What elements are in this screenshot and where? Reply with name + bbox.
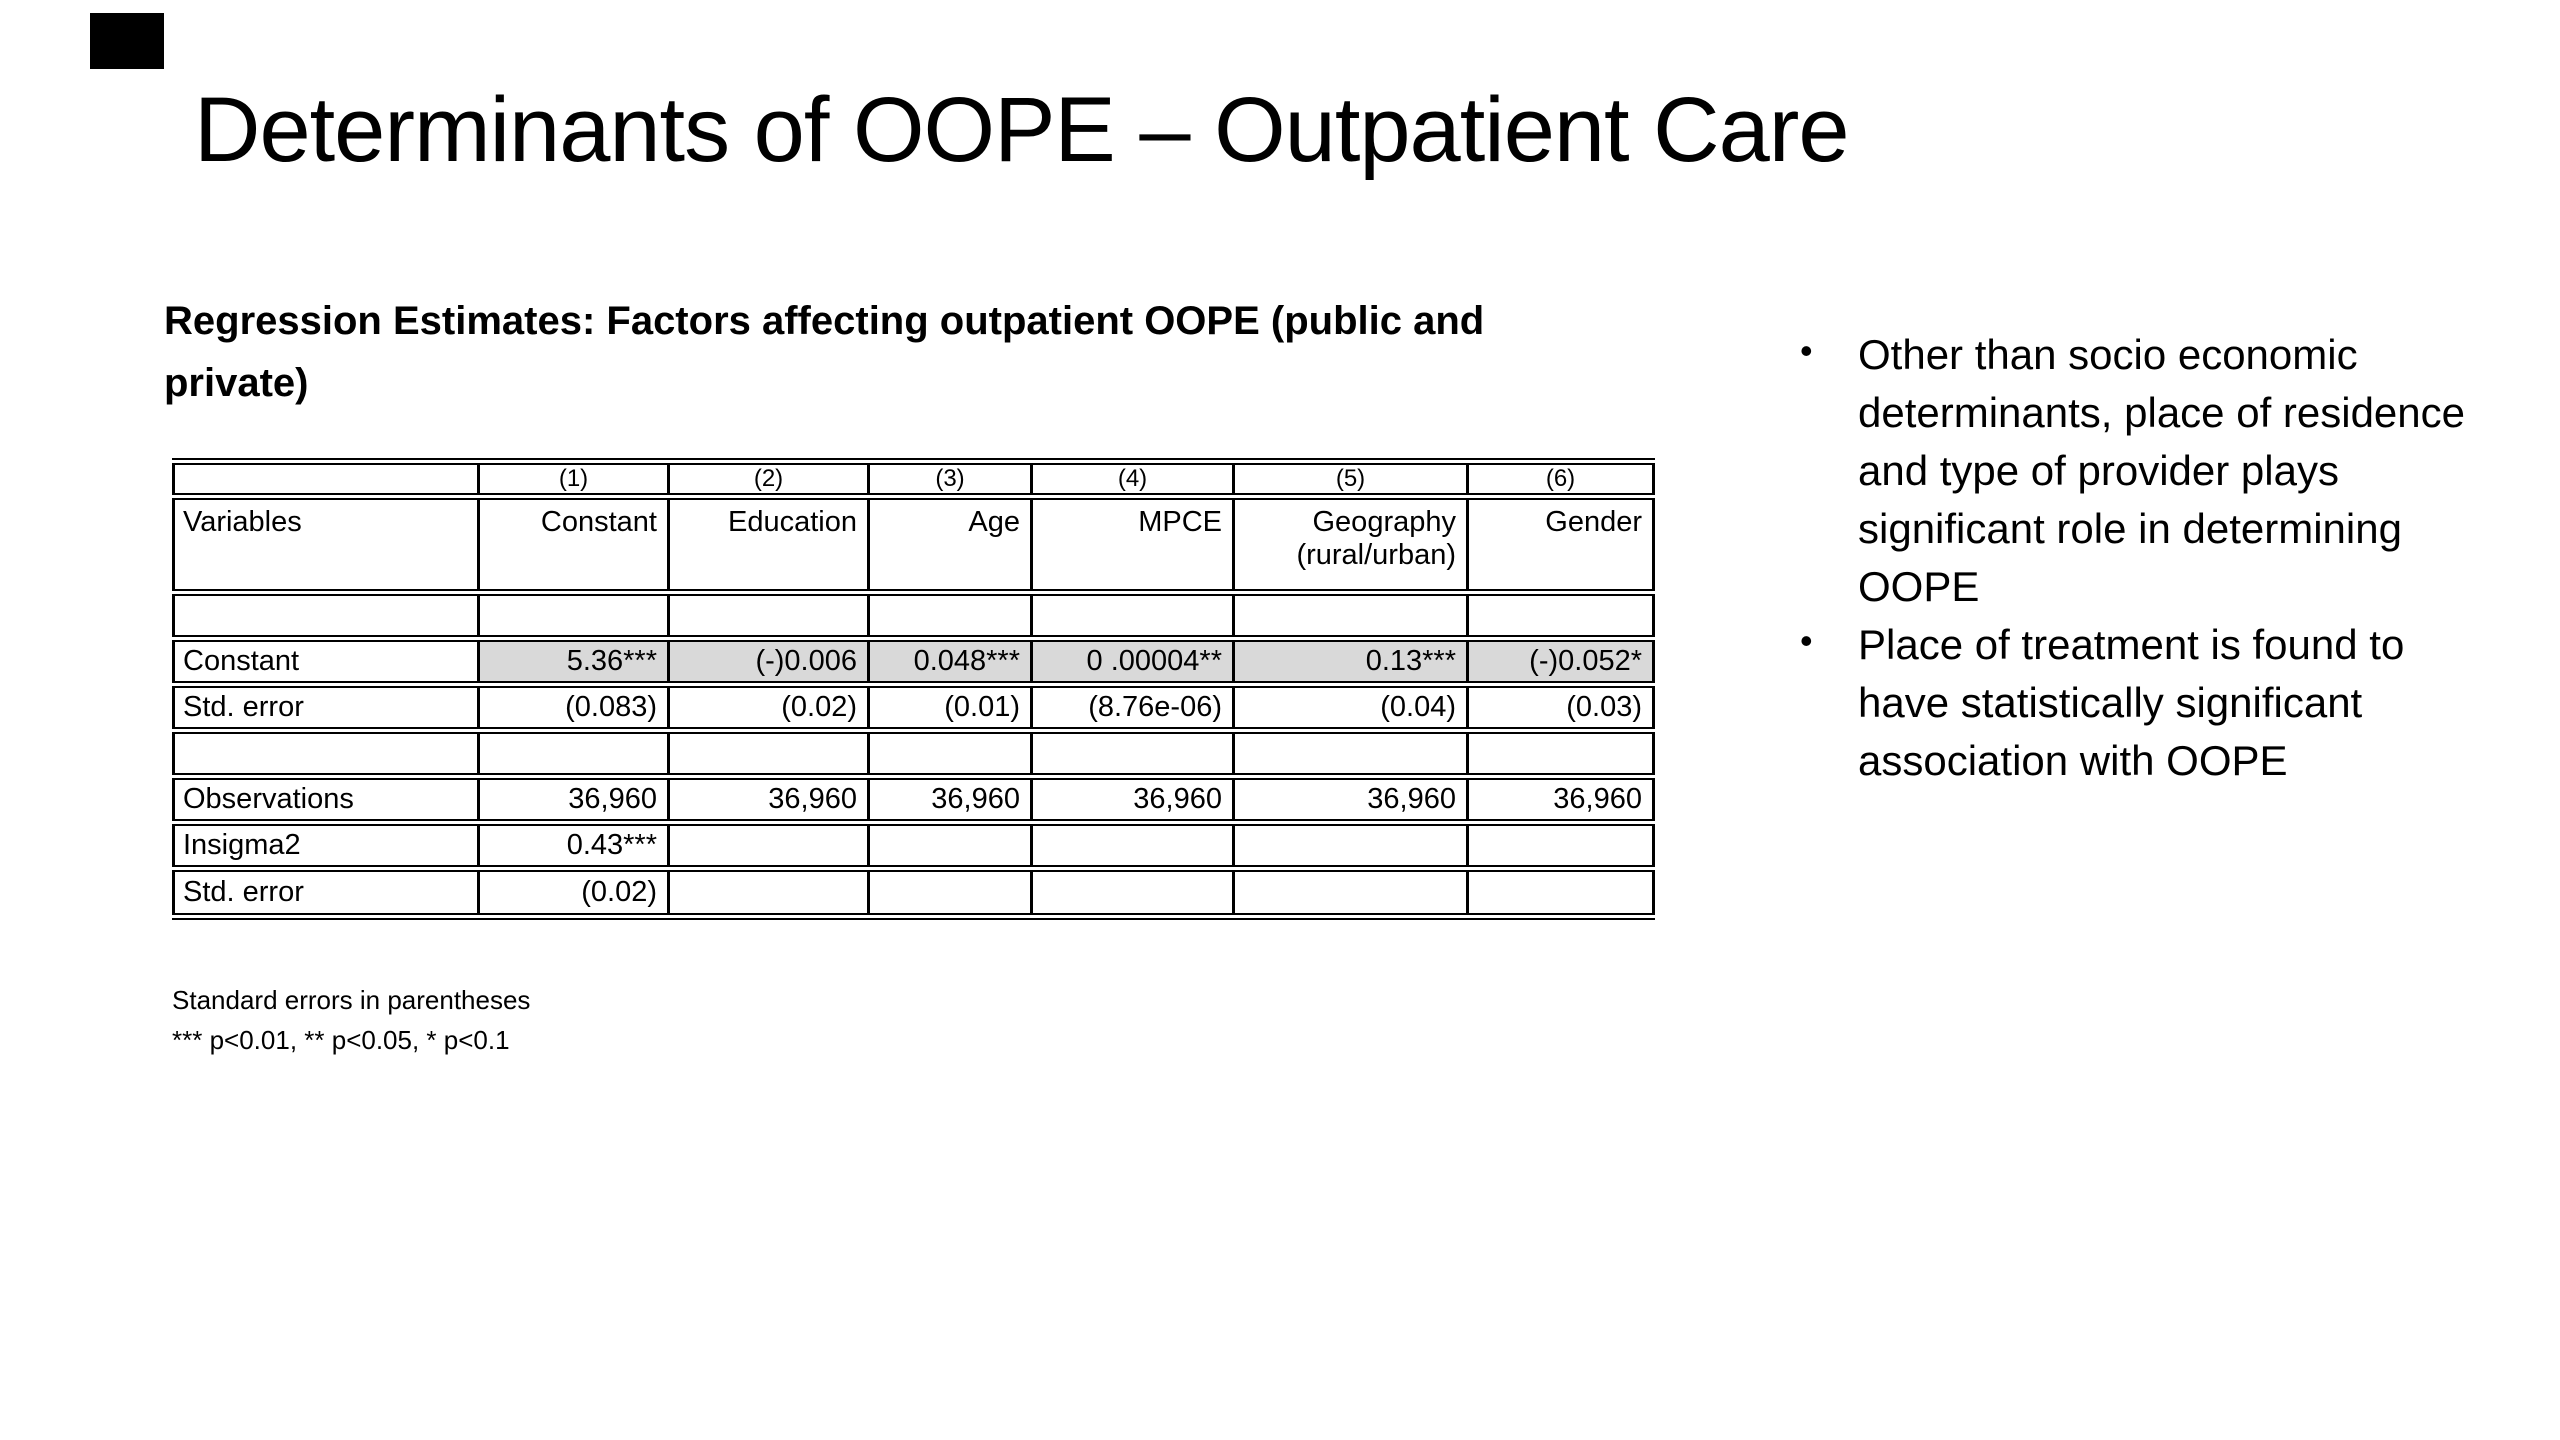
bullet-icon: • (1800, 330, 1813, 371)
table-row-constant: Constant 5.36*** (-)0.006 0.048*** 0 .00… (172, 635, 1655, 688)
table-cell: (0.02) (667, 681, 870, 734)
table-cell: (0.01) (867, 681, 1033, 734)
spacer-cell (1466, 727, 1655, 780)
table-cell: (0.083) (477, 681, 670, 734)
table-cell (867, 865, 1033, 920)
column-header: Variables (172, 493, 480, 596)
spacer-cell (172, 458, 480, 500)
bullet-list: • Other than socio economic determinants… (1798, 326, 2498, 790)
table-cell: (0.04) (1232, 681, 1469, 734)
spacer-cell (477, 727, 670, 780)
table-cell (1232, 819, 1469, 872)
table-cell (867, 819, 1033, 872)
table-cell (1030, 865, 1235, 920)
row-label: Std. error (172, 865, 480, 920)
column-number: (5) (1232, 458, 1469, 500)
table-cell (1030, 819, 1235, 872)
table-row-std-error: Std. error (0.083) (0.02) (0.01) (8.76e-… (172, 681, 1655, 734)
table-cell: 0 .00004** (1030, 635, 1235, 688)
table-row-observations: Observations 36,960 36,960 36,960 36,960… (172, 773, 1655, 826)
table-cell: 0.43*** (477, 819, 670, 872)
table-heading: Regression Estimates: Factors affecting … (164, 299, 1485, 405)
table-footnotes: Standard errors in parentheses *** p<0.0… (172, 980, 530, 1061)
table-row-spacer (172, 727, 1655, 780)
bullet-item: • Place of treatment is found to have st… (1798, 616, 2488, 790)
spacer-cell (667, 727, 870, 780)
table-cell (667, 819, 870, 872)
table-cell: 0.13*** (1232, 635, 1469, 688)
bullet-icon: • (1800, 619, 1813, 661)
table-cell: (8.76e-06) (1030, 681, 1235, 734)
corner-marker (90, 13, 164, 69)
slide-title: Determinants of OOPE – Outpatient Care (194, 79, 1850, 181)
column-number: (4) (1030, 458, 1235, 500)
spacer-cell (172, 727, 480, 780)
column-header: Geography (rural/urban) (1232, 493, 1469, 596)
spacer-cell (1030, 727, 1235, 780)
table-cell (667, 865, 870, 920)
row-label: Insigma2 (172, 819, 480, 872)
table-row-column-numbers: (1) (2) (3) (4) (5) (6) (172, 458, 1655, 500)
regression-table: (1) (2) (3) (4) (5) (6) Variables Consta… (172, 458, 1655, 920)
column-header: Education (667, 493, 870, 596)
footnote-significance: *** p<0.01, ** p<0.05, * p<0.1 (172, 1025, 510, 1056)
spacer-cell (1232, 589, 1469, 642)
column-number: (3) (867, 458, 1033, 500)
bullet-text: Place of treatment is found to have stat… (1858, 620, 2405, 784)
column-header: MPCE (1030, 493, 1235, 596)
table-cell: 5.36*** (477, 635, 670, 688)
bullet-text: Other than socio economic determinants, … (1858, 331, 2466, 610)
spacer-cell (477, 589, 670, 642)
table-cell (1232, 865, 1469, 920)
table-cell: 36,960 (867, 773, 1033, 826)
row-label: Std. error (172, 681, 480, 734)
spacer-cell (1030, 589, 1235, 642)
table-cell (1466, 819, 1655, 872)
column-header: Age (867, 493, 1033, 596)
row-label: Constant (172, 635, 480, 688)
column-number: (2) (667, 458, 870, 500)
table-cell: (-)0.052* (1466, 635, 1655, 688)
spacer-cell (1232, 727, 1469, 780)
table-cell: (0.02) (477, 865, 670, 920)
table-row-insigma2: Insigma2 0.43*** (172, 819, 1655, 872)
spacer-cell (1466, 589, 1655, 642)
spacer-cell (867, 589, 1033, 642)
table-row-std-error2: Std. error (0.02) (172, 865, 1655, 920)
table-cell: 36,960 (1466, 773, 1655, 826)
spacer-cell (172, 589, 480, 642)
column-header: Constant (477, 493, 670, 596)
table-cell (1466, 865, 1655, 920)
row-label: Observations (172, 773, 480, 826)
table-row-spacer (172, 589, 1655, 642)
table-cell: 36,960 (477, 773, 670, 826)
table-cell: 36,960 (1232, 773, 1469, 826)
column-number: (1) (477, 458, 670, 500)
table-cell: 36,960 (1030, 773, 1235, 826)
spacer-cell (667, 589, 870, 642)
spacer-cell (867, 727, 1033, 780)
footnote-std-errors: Standard errors in parentheses (172, 985, 531, 1015)
table-cell: (0.03) (1466, 681, 1655, 734)
table-row-headers: Variables Constant Education Age MPCE Ge… (172, 493, 1655, 596)
table-cell: 0.048*** (867, 635, 1033, 688)
table-cell: (-)0.006 (667, 635, 870, 688)
column-header: Gender (1466, 493, 1655, 596)
column-number: (6) (1466, 458, 1655, 500)
bullet-item: • Other than socio economic determinants… (1798, 326, 2488, 616)
table-cell: 36,960 (667, 773, 870, 826)
